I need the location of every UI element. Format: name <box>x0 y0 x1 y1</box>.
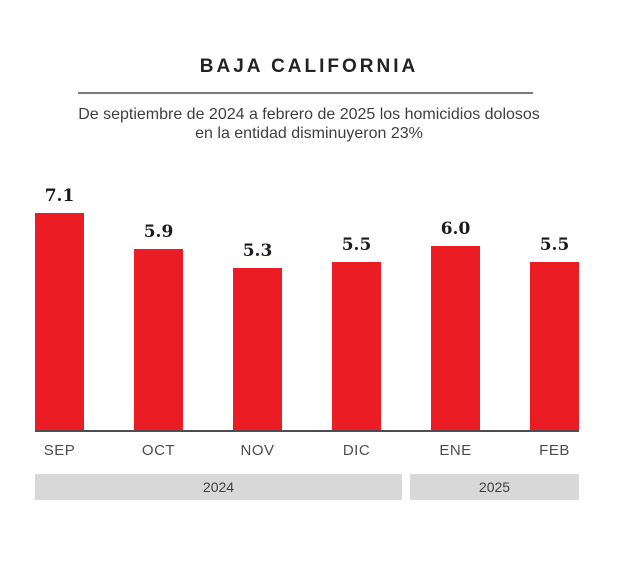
bar-ene <box>431 246 480 430</box>
x-axis-label-oct: OCT <box>141 442 176 459</box>
chart-subtitle: De septiembre de 2024 a febrero de 2025 … <box>0 105 618 143</box>
subtitle-line-2: en la entidad disminuyeron 23% <box>195 125 423 142</box>
bar-sep <box>35 213 84 430</box>
bar-value-label-oct: 5.9 <box>143 222 174 242</box>
chart-title: BAJA CALIFORNIA <box>199 56 419 77</box>
year-band-2025: 2025 <box>410 474 579 500</box>
x-axis-label-dic: DIC <box>342 442 371 459</box>
x-axis-label-nov: NOV <box>240 442 275 459</box>
bar-nov <box>233 268 282 430</box>
bar-value-label-nov: 5.3 <box>242 241 273 261</box>
x-axis-label-feb: FEB <box>539 442 570 459</box>
year-label-2025: 2025 <box>478 479 511 495</box>
bar-value-label-dic: 5.5 <box>341 235 372 255</box>
x-axis-label-sep: SEP <box>43 442 76 459</box>
subtitle-line-1: De septiembre de 2024 a febrero de 2025 … <box>78 106 540 123</box>
bar-oct <box>134 249 183 430</box>
x-axis-line <box>35 430 579 432</box>
bar-value-label-sep: 7.1 <box>44 186 75 206</box>
year-label-2024: 2024 <box>202 479 235 495</box>
year-band-2024: 2024 <box>35 474 402 500</box>
bar-dic <box>332 262 381 430</box>
x-axis-label-ene: ENE <box>439 442 472 459</box>
title-divider <box>78 92 533 94</box>
bar-value-label-ene: 6.0 <box>440 219 471 239</box>
bar-feb <box>530 262 579 430</box>
bar-value-label-feb: 5.5 <box>539 235 570 255</box>
